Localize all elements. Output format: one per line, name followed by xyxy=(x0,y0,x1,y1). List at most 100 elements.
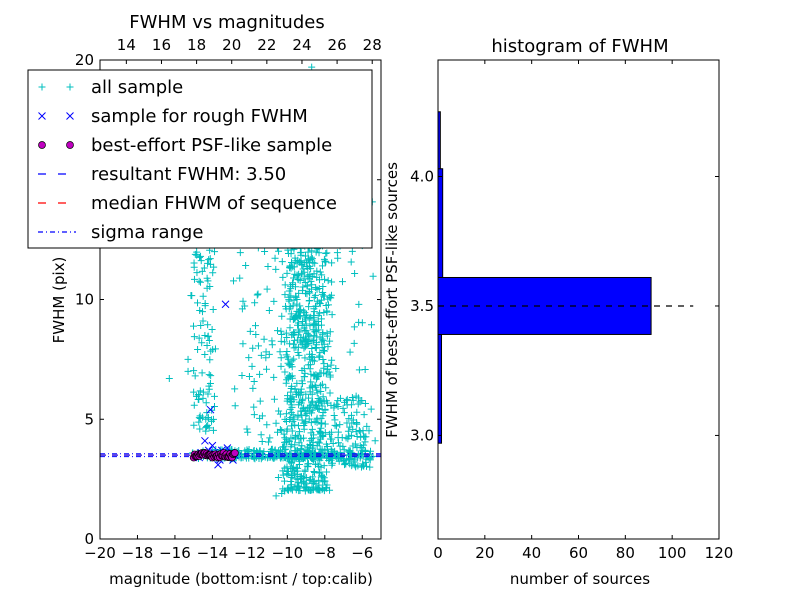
all-sample-point xyxy=(199,388,207,396)
all-sample-point xyxy=(272,265,280,273)
left-x-tick-label: −14 xyxy=(197,544,229,562)
left-data-layer xyxy=(100,63,381,500)
all-sample-point xyxy=(305,331,313,339)
all-sample-point xyxy=(285,437,293,445)
right-x-tick-label: 20 xyxy=(475,544,494,562)
all-sample-point xyxy=(287,485,295,493)
all-sample-point xyxy=(339,404,347,412)
all-sample-point xyxy=(305,297,313,305)
all-sample-point xyxy=(298,287,306,295)
all-sample-point xyxy=(291,421,299,429)
all-sample-point xyxy=(332,364,340,372)
all-sample-point xyxy=(304,404,312,412)
all-sample-point xyxy=(300,404,308,412)
legend-box xyxy=(27,69,373,249)
all-sample-point xyxy=(369,272,377,280)
all-sample-point xyxy=(286,324,294,332)
all-sample-point xyxy=(353,432,361,440)
all-sample-point xyxy=(348,419,356,427)
all-sample-point xyxy=(302,316,310,324)
all-sample-point xyxy=(348,462,356,470)
all-sample-point xyxy=(353,408,361,416)
all-sample-point xyxy=(254,342,262,350)
all-sample-point xyxy=(320,474,328,482)
all-sample-point xyxy=(287,422,295,430)
all-sample-point xyxy=(209,305,217,313)
all-sample-point xyxy=(342,397,350,405)
left-x-tick-label: −16 xyxy=(159,544,191,562)
all-sample-point xyxy=(366,463,374,471)
all-sample-point xyxy=(231,402,239,410)
all-sample-point xyxy=(356,454,364,462)
left-y-axis-label: FWHM (pix) xyxy=(50,257,68,344)
all-sample-point xyxy=(288,357,296,365)
all-sample-point xyxy=(246,327,254,335)
all-sample-point xyxy=(322,440,330,448)
all-sample-point xyxy=(270,373,278,381)
all-sample-point xyxy=(301,373,309,381)
all-sample-point xyxy=(279,273,287,281)
all-sample-point xyxy=(281,368,289,376)
left-x-tick-label: −12 xyxy=(234,544,266,562)
all-sample-point xyxy=(257,431,265,439)
all-sample-point xyxy=(202,427,210,435)
all-sample-point xyxy=(300,268,308,276)
all-sample-point xyxy=(248,362,256,370)
all-sample-point xyxy=(305,415,313,423)
all-sample-point xyxy=(296,302,304,310)
all-sample-point xyxy=(290,330,298,338)
all-sample-point xyxy=(311,418,319,426)
all-sample-point xyxy=(333,249,341,257)
all-sample-point xyxy=(288,403,296,411)
all-sample-point xyxy=(304,339,312,347)
all-sample-point xyxy=(236,249,244,257)
left-y-tick-label: 10 xyxy=(75,291,94,309)
all-sample-point xyxy=(321,275,329,283)
all-sample-point xyxy=(341,398,349,406)
all-sample-point xyxy=(317,388,325,396)
all-sample-point xyxy=(308,479,316,487)
all-sample-point xyxy=(322,249,330,257)
all-sample-point xyxy=(265,350,273,358)
all-sample-point xyxy=(190,367,198,375)
all-sample-point xyxy=(304,446,312,454)
all-sample-point xyxy=(281,291,289,299)
all-sample-point xyxy=(312,284,320,292)
rough-fwhm-point xyxy=(206,405,215,414)
all-sample-point xyxy=(321,257,329,265)
all-sample-point xyxy=(286,450,294,458)
all-sample-point xyxy=(266,434,274,442)
all-sample-point xyxy=(195,390,203,398)
left-x-tick-label: −20 xyxy=(84,544,116,562)
all-sample-point xyxy=(288,427,296,435)
all-sample-point xyxy=(320,255,328,263)
all-sample-point xyxy=(346,449,354,457)
all-sample-point xyxy=(319,484,327,492)
all-sample-point xyxy=(256,414,264,422)
rough-fwhm-point xyxy=(201,436,209,445)
all-sample-point xyxy=(239,340,247,348)
all-sample-point xyxy=(289,465,297,473)
all-sample-point xyxy=(296,487,304,495)
all-sample-point xyxy=(242,261,250,269)
all-sample-point xyxy=(336,442,344,450)
all-sample-point xyxy=(260,448,268,456)
all-sample-point xyxy=(278,331,286,339)
all-sample-point xyxy=(298,380,306,388)
all-sample-point xyxy=(308,351,316,359)
histogram-bar xyxy=(437,333,443,444)
all-sample-point xyxy=(330,412,338,420)
all-sample-point xyxy=(316,396,324,404)
all-sample-point xyxy=(290,344,298,352)
all-sample-point xyxy=(209,426,217,434)
left-top-tick-label: 26 xyxy=(328,36,347,54)
all-sample-point xyxy=(361,438,369,446)
all-sample-point xyxy=(319,288,327,296)
legend-label: resultant FWHM: 3.50 xyxy=(91,164,286,185)
all-sample-point xyxy=(303,483,311,491)
all-sample-point xyxy=(328,435,336,443)
legend-marker xyxy=(38,112,46,120)
left-chart-title: FWHM vs magnitudes xyxy=(129,12,324,33)
all-sample-point xyxy=(302,390,310,398)
all-sample-point xyxy=(249,384,257,392)
